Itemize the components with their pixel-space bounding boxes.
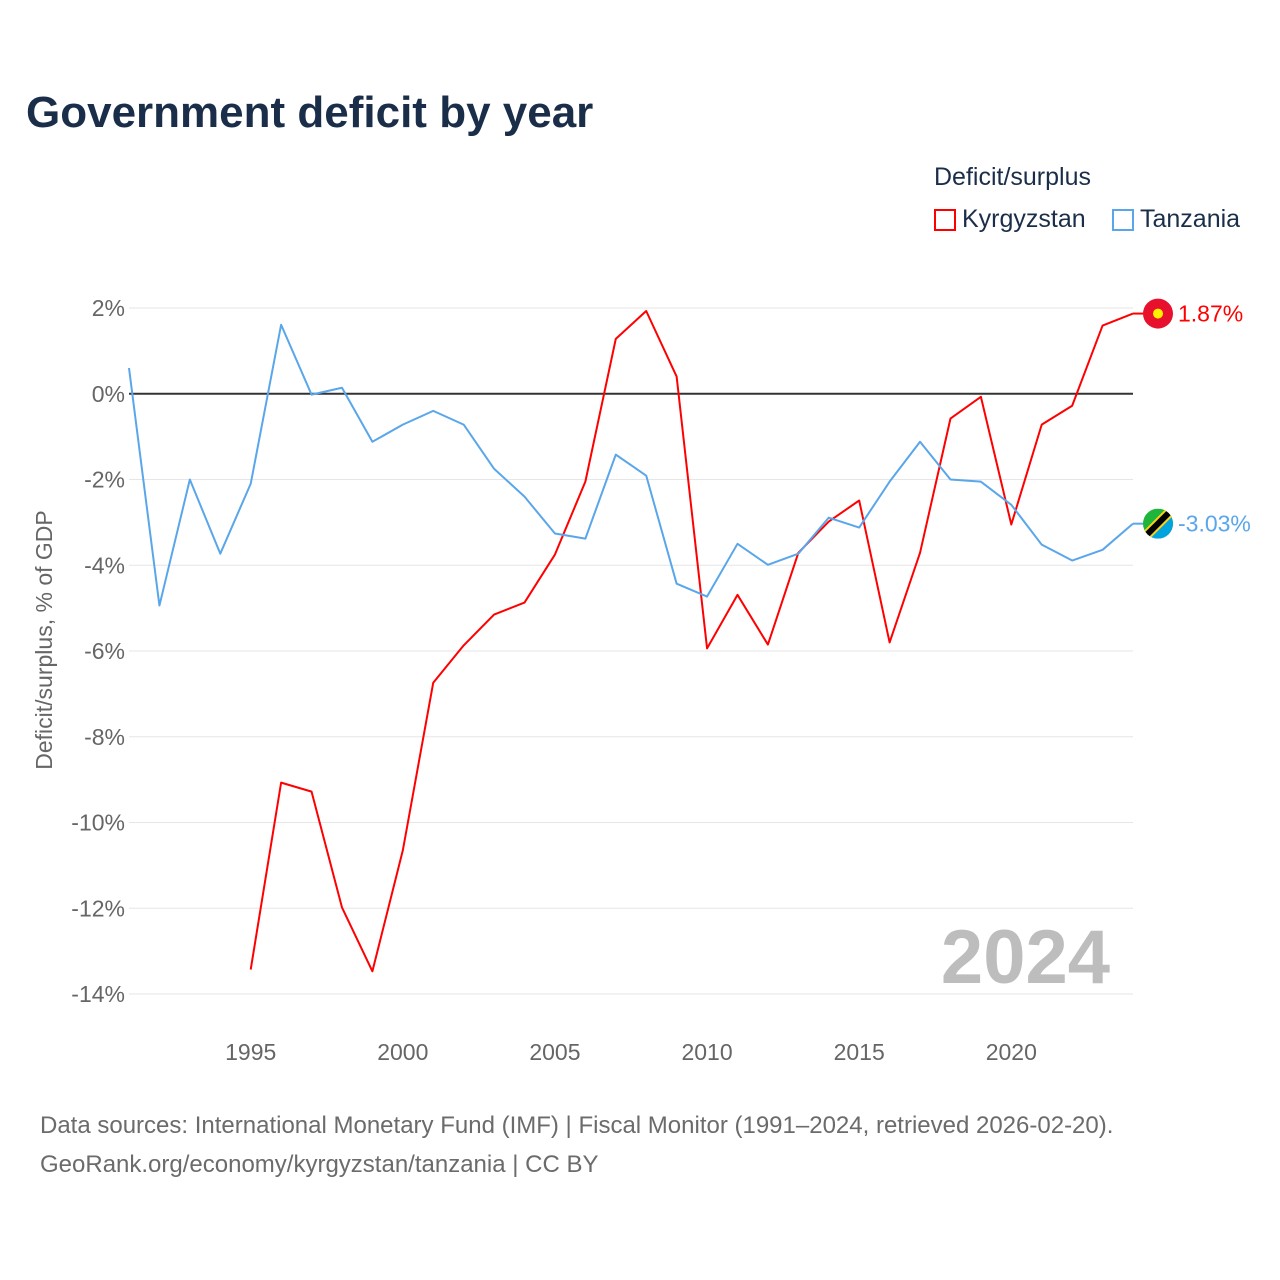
end-value-label: 1.87% [1178,301,1243,327]
y-tick-label: -4% [84,552,125,578]
y-tick-label: 0% [92,381,125,407]
y-axis-label: Deficit/surplus, % of GDP [31,510,57,769]
legend-label: Kyrgyzstan [962,205,1086,233]
legend-item-tanzania[interactable]: Tanzania [1112,205,1240,234]
end-value-label: -3.03% [1178,511,1251,537]
x-tick-label: 2000 [377,1039,428,1065]
x-tick-label: 2005 [529,1039,580,1065]
legend-label: Tanzania [1140,205,1241,233]
chart-title: Government deficit by year [26,88,594,137]
y-tick-label: -14% [71,981,125,1007]
source-line: Data sources: International Monetary Fun… [40,1112,1114,1139]
line-chart: 2% 0% -2% -4% -6% -8% -10% -12% -14% 1995 2000 2005… [31,295,1251,1065]
legend-item-kyrgyzstan[interactable]: Kyrgyzstan [934,205,1086,234]
y-tick-label: -10% [71,810,125,836]
x-tick-label: 2010 [681,1039,732,1065]
y-tick-label: -6% [84,638,125,664]
series-line-kyrgyzstan[interactable] [249,310,1134,973]
tanzania-flag-icon [1143,508,1173,539]
legend-title: Deficit/surplus [934,163,1091,191]
legend-swatch [934,208,956,231]
x-tick-label: 2015 [834,1039,885,1065]
source-note: Data sources: International Monetary Fun… [40,1106,1113,1184]
y-tick-label: -2% [84,467,125,493]
source-url[interactable]: GeoRank.org/economy/kyrgyzstan/tanzania … [40,1151,599,1178]
legend-swatch [1112,208,1134,231]
series-line-tanzania[interactable] [128,323,1134,607]
x-tick-label: 2020 [986,1039,1037,1065]
y-tick-label: -8% [84,724,125,750]
y-tick-label: 2% [92,295,125,321]
kyrgyzstan-flag-icon [1143,298,1173,329]
x-tick-label: 1995 [225,1039,276,1065]
year-watermark: 2024 [941,915,1110,1000]
y-tick-label: -12% [71,895,125,921]
